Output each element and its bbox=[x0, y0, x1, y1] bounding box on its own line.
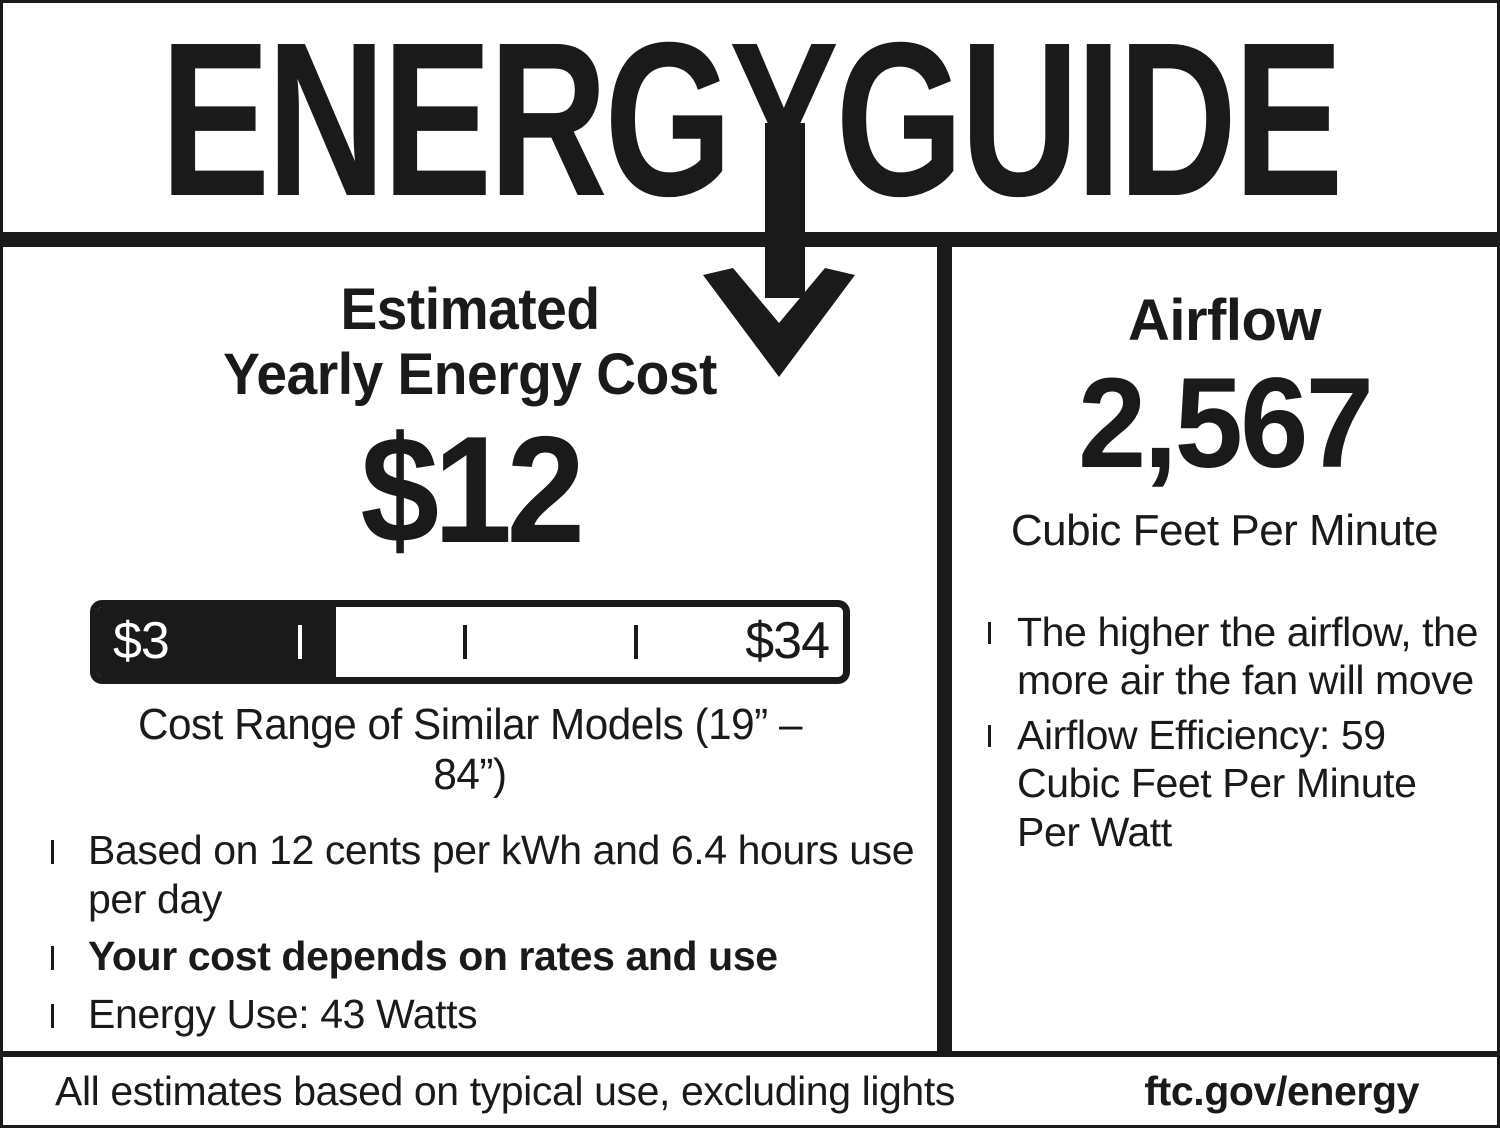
label-footer: All estimates based on typical use, excl… bbox=[3, 1057, 1497, 1125]
page-title: ENERGYGUIDE bbox=[160, 3, 1343, 232]
list-item: Airflow Efficiency: 59 Cubic Feet Per Mi… bbox=[988, 711, 1478, 856]
bullet-dash-icon bbox=[988, 622, 991, 644]
estimated-cost-heading-line2: Yearly Energy Cost bbox=[223, 342, 717, 408]
footer-url[interactable]: ftc.gov/energy bbox=[1144, 1067, 1419, 1114]
cost-range-widget: $3 $34 Cost Range of Similar Models (19”… bbox=[90, 599, 850, 800]
panel-divider-rule bbox=[937, 247, 952, 1051]
bullet-dash-icon bbox=[988, 724, 991, 747]
airflow-units: Cubic Feet Per Minute bbox=[1010, 506, 1439, 555]
list-item: Your cost depends on rates and use bbox=[51, 932, 937, 981]
footer-divider-rule bbox=[3, 1051, 1497, 1057]
airflow-note-text: The higher the airflow, the more air the… bbox=[1017, 609, 1478, 704]
airflow-panel: Airflow 2,567 Cubic Feet Per Minute The … bbox=[952, 247, 1497, 1051]
list-item: Based on 12 cents per kWh and 6.4 hours … bbox=[51, 826, 937, 924]
airflow-heading: Airflow bbox=[1127, 288, 1322, 353]
bullet-dash-icon bbox=[51, 946, 54, 971]
cost-range-min-label: $3 bbox=[113, 611, 170, 670]
cost-range-bar: $3 $34 bbox=[90, 599, 850, 684]
label-title-band: ENERGYGUIDE bbox=[3, 3, 1497, 232]
cost-note-text: Based on 12 cents per kWh and 6.4 hours … bbox=[88, 826, 915, 923]
cost-notes-list: Based on 12 cents per kWh and 6.4 hours … bbox=[51, 826, 937, 1039]
list-item: Energy Use: 43 Watts bbox=[51, 990, 937, 1039]
airflow-note-text: Airflow Efficiency: 59 Cubic Feet Per Mi… bbox=[1017, 711, 1417, 855]
label-body: Estimated Yearly Energy Cost $12 $3 $34 … bbox=[3, 247, 1497, 1051]
list-item: The higher the airflow, the more air the… bbox=[988, 608, 1478, 705]
bullet-dash-icon bbox=[51, 1003, 54, 1028]
bullet-dash-icon bbox=[51, 839, 54, 864]
cost-note-text: Your cost depends on rates and use bbox=[88, 933, 778, 980]
footer-note: All estimates based on typical use, excl… bbox=[55, 1067, 955, 1114]
title-divider-rule bbox=[3, 232, 1497, 247]
airflow-value: 2,567 bbox=[1077, 352, 1374, 495]
cost-range-max-label: $34 bbox=[745, 611, 830, 670]
estimated-cost-heading-line1: Estimated bbox=[340, 277, 600, 342]
cost-range-fill bbox=[97, 606, 336, 677]
estimated-cost-value: $12 bbox=[360, 404, 585, 575]
estimated-cost-panel: Estimated Yearly Energy Cost $12 $3 $34 … bbox=[3, 247, 937, 1051]
cost-range-caption: Cost Range of Similar Models (19” – 84”) bbox=[137, 699, 803, 799]
cost-range-tick-3 bbox=[634, 624, 639, 659]
cost-range-tick-1 bbox=[298, 624, 303, 659]
cost-range-tick-2 bbox=[462, 624, 467, 659]
cost-note-text: Energy Use: 43 Watts bbox=[88, 990, 478, 1037]
airflow-notes-list: The higher the airflow, the more air the… bbox=[988, 608, 1478, 856]
